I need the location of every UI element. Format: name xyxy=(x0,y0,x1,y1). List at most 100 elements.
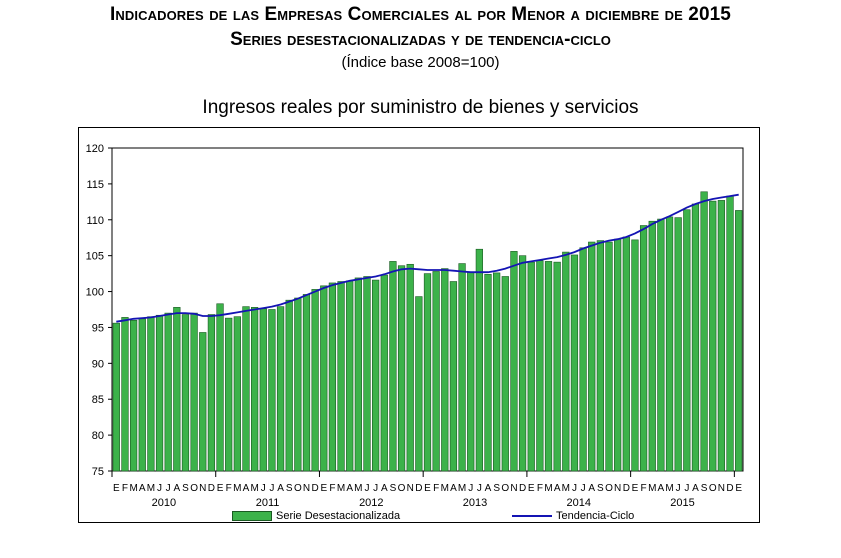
bar xyxy=(484,274,492,472)
bar xyxy=(605,241,613,472)
x-month-label: N xyxy=(199,483,206,494)
bar xyxy=(328,282,337,472)
bar xyxy=(129,319,138,472)
legend-bar-label: Serie Desestacionalizada xyxy=(276,510,401,522)
x-month-label: J xyxy=(477,483,482,494)
bar xyxy=(510,251,518,472)
x-month-label: O xyxy=(190,483,198,494)
bar xyxy=(302,294,311,472)
bar xyxy=(518,255,527,472)
x-year-label: 2010 xyxy=(152,497,176,509)
bar xyxy=(717,200,726,472)
bar xyxy=(493,272,501,472)
bar xyxy=(337,281,345,472)
x-month-label: J xyxy=(581,483,586,494)
report-title: Indicadores de las Empresas Comerciales … xyxy=(110,4,731,25)
x-month-label: M xyxy=(648,483,656,494)
bar xyxy=(199,332,207,472)
bar xyxy=(449,281,458,472)
bar xyxy=(441,268,449,472)
bar xyxy=(397,265,406,472)
x-year-label: 2014 xyxy=(567,497,591,509)
x-month-label: S xyxy=(493,483,500,494)
legend-line-label: Tendencia-Ciclo xyxy=(556,510,635,522)
bar xyxy=(190,312,198,472)
x-month-label: E xyxy=(320,483,327,494)
x-month-label: A xyxy=(485,483,492,494)
x-month-label: A xyxy=(692,483,699,494)
x-month-label: M xyxy=(544,483,552,494)
y-tick-label: 75 xyxy=(92,466,104,478)
bar xyxy=(596,240,604,472)
x-month-label: M xyxy=(233,483,241,494)
bar xyxy=(639,225,648,472)
x-month-label: J xyxy=(572,483,577,494)
bar xyxy=(432,271,440,472)
x-month-label: E xyxy=(424,483,431,494)
x-year-label: 2011 xyxy=(256,497,280,509)
bar xyxy=(380,274,388,472)
chart-title: Ingresos reales por suministro de bienes… xyxy=(202,97,639,118)
x-month-label: J xyxy=(676,483,681,494)
x-month-label: F xyxy=(226,483,232,494)
x-month-label: A xyxy=(381,483,388,494)
bar xyxy=(657,218,665,472)
x-month-label: J xyxy=(166,483,171,494)
y-tick-label: 95 xyxy=(92,322,104,334)
y-tick-label: 105 xyxy=(86,251,104,263)
x-month-label: S xyxy=(701,483,708,494)
bar xyxy=(112,322,120,472)
x-month-label: A xyxy=(658,483,665,494)
bar xyxy=(700,191,708,472)
x-year-label: 2012 xyxy=(359,497,383,509)
x-month-label: A xyxy=(139,483,146,494)
bar xyxy=(423,273,432,472)
y-tick-label: 120 xyxy=(86,143,104,155)
x-month-label: D xyxy=(519,483,526,494)
x-month-label: S xyxy=(286,483,293,494)
bar xyxy=(173,307,181,472)
x-month-label: M xyxy=(147,483,155,494)
x-month-label: F xyxy=(641,483,647,494)
bar xyxy=(588,241,596,472)
bar xyxy=(709,200,717,472)
x-month-label: A xyxy=(588,483,595,494)
x-month-label: D xyxy=(415,483,422,494)
x-month-label: S xyxy=(182,483,189,494)
x-month-label: D xyxy=(208,483,215,494)
legend-line-swatch xyxy=(512,515,552,518)
bar xyxy=(372,279,380,472)
bar xyxy=(475,248,483,472)
trend-line xyxy=(116,193,739,323)
bar xyxy=(207,314,216,472)
x-month-label: F xyxy=(537,483,543,494)
bar xyxy=(147,316,155,472)
x-month-label: E xyxy=(113,483,120,494)
x-month-label: A xyxy=(173,483,180,494)
x-month-label: M xyxy=(665,483,673,494)
bar xyxy=(294,297,302,472)
x-month-label: D xyxy=(726,483,733,494)
bar xyxy=(251,307,259,472)
x-month-label: J xyxy=(468,483,473,494)
x-month-label: O xyxy=(605,483,613,494)
x-month-label: S xyxy=(597,483,604,494)
bar xyxy=(570,254,579,472)
x-month-label: N xyxy=(303,483,310,494)
y-tick-label: 110 xyxy=(86,215,104,227)
bar xyxy=(346,280,354,472)
x-month-label: M xyxy=(250,483,258,494)
bar xyxy=(389,261,397,472)
bar xyxy=(501,276,509,472)
y-tick-label: 80 xyxy=(92,430,104,442)
bar xyxy=(268,309,276,472)
x-month-label: E xyxy=(632,483,639,494)
x-month-label: F xyxy=(329,483,335,494)
legend-bar-swatch xyxy=(232,511,272,522)
bar xyxy=(553,261,561,472)
x-month-label: M xyxy=(337,483,345,494)
x-month-label: J xyxy=(269,483,274,494)
bar xyxy=(164,312,172,472)
bar xyxy=(181,314,190,472)
x-year-label: 2015 xyxy=(670,497,694,509)
